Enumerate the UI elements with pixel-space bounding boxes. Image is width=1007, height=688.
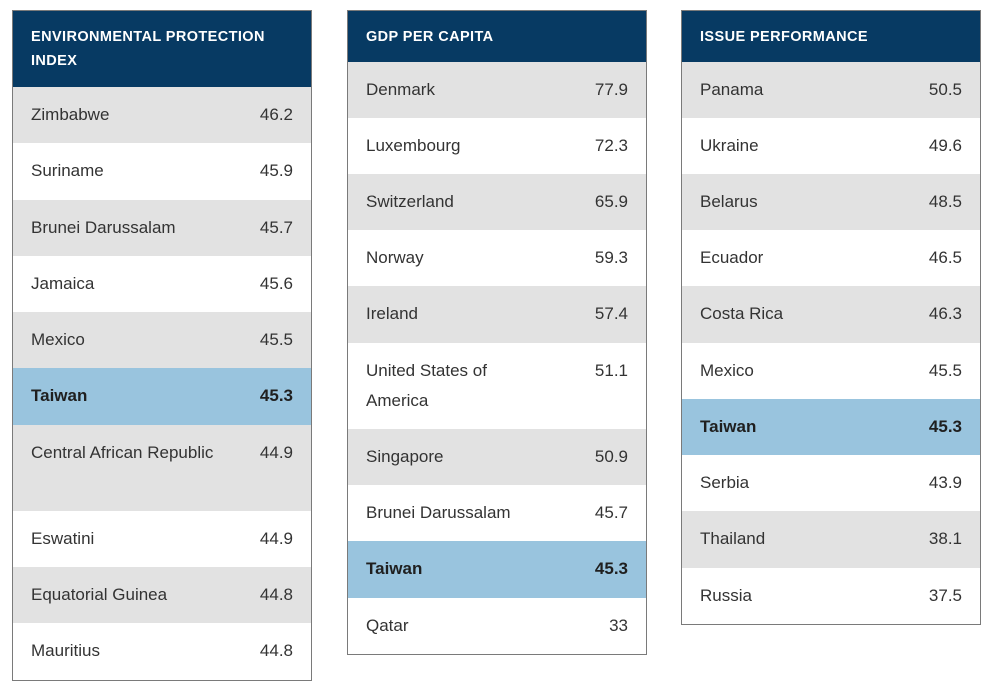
table-row: Qatar 33 <box>348 598 646 654</box>
table-row: Mexico 45.5 <box>13 312 311 368</box>
score-value: 45.3 <box>594 559 628 578</box>
score-value: 49.6 <box>928 136 962 155</box>
country-name: Taiwan <box>700 417 757 436</box>
table-row: Brunei Darussalam 45.7 <box>13 200 311 256</box>
country-name: Suriname <box>31 161 104 180</box>
score-value: 46.3 <box>928 304 962 323</box>
table-row: Zimbabwe 46.2 <box>13 87 311 143</box>
country-name: Qatar <box>366 616 409 635</box>
highlighted-table-row: Taiwan 45.3 <box>348 541 646 598</box>
country-name: Russia <box>700 586 752 605</box>
country-name: Belarus <box>700 192 758 211</box>
score-value: 46.5 <box>928 248 962 267</box>
table-row: United States of America 51.1 <box>348 343 646 429</box>
table-row: Costa Rica 46.3 <box>682 286 980 343</box>
table-row: Ecuador 46.5 <box>682 230 980 286</box>
score-value: 45.7 <box>594 503 628 522</box>
table-row: Eswatini 44.9 <box>13 511 311 567</box>
score-value: 45.3 <box>259 386 293 405</box>
table-row: Mexico 45.5 <box>682 343 980 399</box>
table-row: Switzerland 65.9 <box>348 174 646 230</box>
country-name: Mauritius <box>31 641 100 660</box>
country-name: Serbia <box>700 473 750 492</box>
score-value: 45.7 <box>259 218 293 237</box>
country-name: Mexico <box>31 330 85 349</box>
score-value: 44.8 <box>259 585 293 604</box>
score-value: 59.3 <box>594 248 628 267</box>
table-title: GDP PER CAPITA <box>348 11 646 62</box>
country-name: Panama <box>700 80 764 99</box>
table-row: Mauritius 44.8 <box>13 623 311 680</box>
table-row: Singapore 50.9 <box>348 429 646 485</box>
score-value: 44.8 <box>259 641 293 660</box>
score-value: 45.6 <box>259 274 293 293</box>
country-name: Costa Rica <box>700 304 784 323</box>
table-body: Denmark 77.9 Luxembourg 72.3 Switzerland 65.9… <box>348 62 646 654</box>
table-row: Central African Republic 44.9 <box>13 425 311 511</box>
score-value: 44.9 <box>259 529 293 548</box>
score-value: 37.5 <box>928 586 962 605</box>
table-row: Thailand 38.1 <box>682 511 980 568</box>
score-value: 33 <box>609 616 628 635</box>
country-name: Norway <box>366 248 424 267</box>
score-value: 77.9 <box>594 80 628 99</box>
country-name: Mexico <box>700 361 754 380</box>
score-value: 44.9 <box>259 443 293 462</box>
score-value: 51.1 <box>594 361 628 380</box>
table-body: Panama 50.5 Ukraine 49.6 Belarus 48.5 Ecuador 4… <box>682 62 980 624</box>
table-row: Brunei Darussalam 45.7 <box>348 485 646 541</box>
score-value: 57.4 <box>594 304 628 323</box>
table-row: Russia 37.5 <box>682 568 980 624</box>
country-name: Brunei Darussalam <box>366 503 511 522</box>
table-row: Belarus 48.5 <box>682 174 980 230</box>
highlighted-table-row: Taiwan 45.3 <box>682 399 980 455</box>
table-body: Zimbabwe 46.2 Suriname 45.9 Brunei Darussala… <box>13 87 311 680</box>
issue-performance-table: ISSUE PERFORMANCE Panama 50.5 Ukraine 49.6 B… <box>681 10 981 625</box>
table-row: Suriname 45.9 <box>13 143 311 200</box>
score-value: 45.3 <box>928 417 962 436</box>
table-row: Panama 50.5 <box>682 62 980 118</box>
table-row: Jamaica 45.6 <box>13 256 311 312</box>
score-value: 50.9 <box>594 447 628 466</box>
score-value: 72.3 <box>594 136 628 155</box>
country-name: Denmark <box>366 80 435 99</box>
country-name: Taiwan <box>366 559 423 578</box>
country-name: Central African Republic <box>31 443 214 462</box>
table-row: Equatorial Guinea 44.8 <box>13 567 311 623</box>
table-row: Luxembourg 72.3 <box>348 118 646 174</box>
score-value: 45.9 <box>259 161 293 180</box>
score-value: 65.9 <box>594 192 628 211</box>
table-row: Ireland 57.4 <box>348 286 646 343</box>
country-name: Jamaica <box>31 274 95 293</box>
table-title: ISSUE PERFORMANCE <box>682 11 980 62</box>
country-name: Thailand <box>700 529 766 548</box>
score-value: 50.5 <box>928 80 962 99</box>
table-row: Serbia 43.9 <box>682 455 980 511</box>
score-value: 45.5 <box>928 361 962 380</box>
table-row: Denmark 77.9 <box>348 62 646 118</box>
country-name: Zimbabwe <box>31 105 110 124</box>
country-name: Eswatini <box>31 529 95 548</box>
country-name: Luxembourg <box>366 136 461 155</box>
table-row: Norway 59.3 <box>348 230 646 286</box>
country-name: Switzerland <box>366 192 454 211</box>
score-value: 45.5 <box>259 330 293 349</box>
table-title: ENVIRONMENTAL PROTECTION INDEX <box>13 11 311 87</box>
country-name: Ecuador <box>700 248 764 267</box>
country-name: Equatorial Guinea <box>31 585 168 604</box>
score-value: 48.5 <box>928 192 962 211</box>
score-value: 46.2 <box>259 105 293 124</box>
country-name: Brunei Darussalam <box>31 218 176 237</box>
gdp-per-capita-table: GDP PER CAPITA Denmark 77.9 Luxembourg 72.3… <box>347 10 647 655</box>
score-value: 43.9 <box>928 473 962 492</box>
table-row: Ukraine 49.6 <box>682 118 980 174</box>
country-name: Taiwan <box>31 386 88 405</box>
country-name: United States of America <box>366 361 487 410</box>
country-name: Ukraine <box>700 136 759 155</box>
country-name: Singapore <box>366 447 444 466</box>
country-name: Ireland <box>366 304 418 323</box>
environmental-protection-index-table: ENVIRONMENTAL PROTECTION INDEX Zimbabwe 4… <box>12 10 312 681</box>
highlighted-table-row: Taiwan 45.3 <box>13 368 311 425</box>
score-value: 38.1 <box>928 529 962 548</box>
